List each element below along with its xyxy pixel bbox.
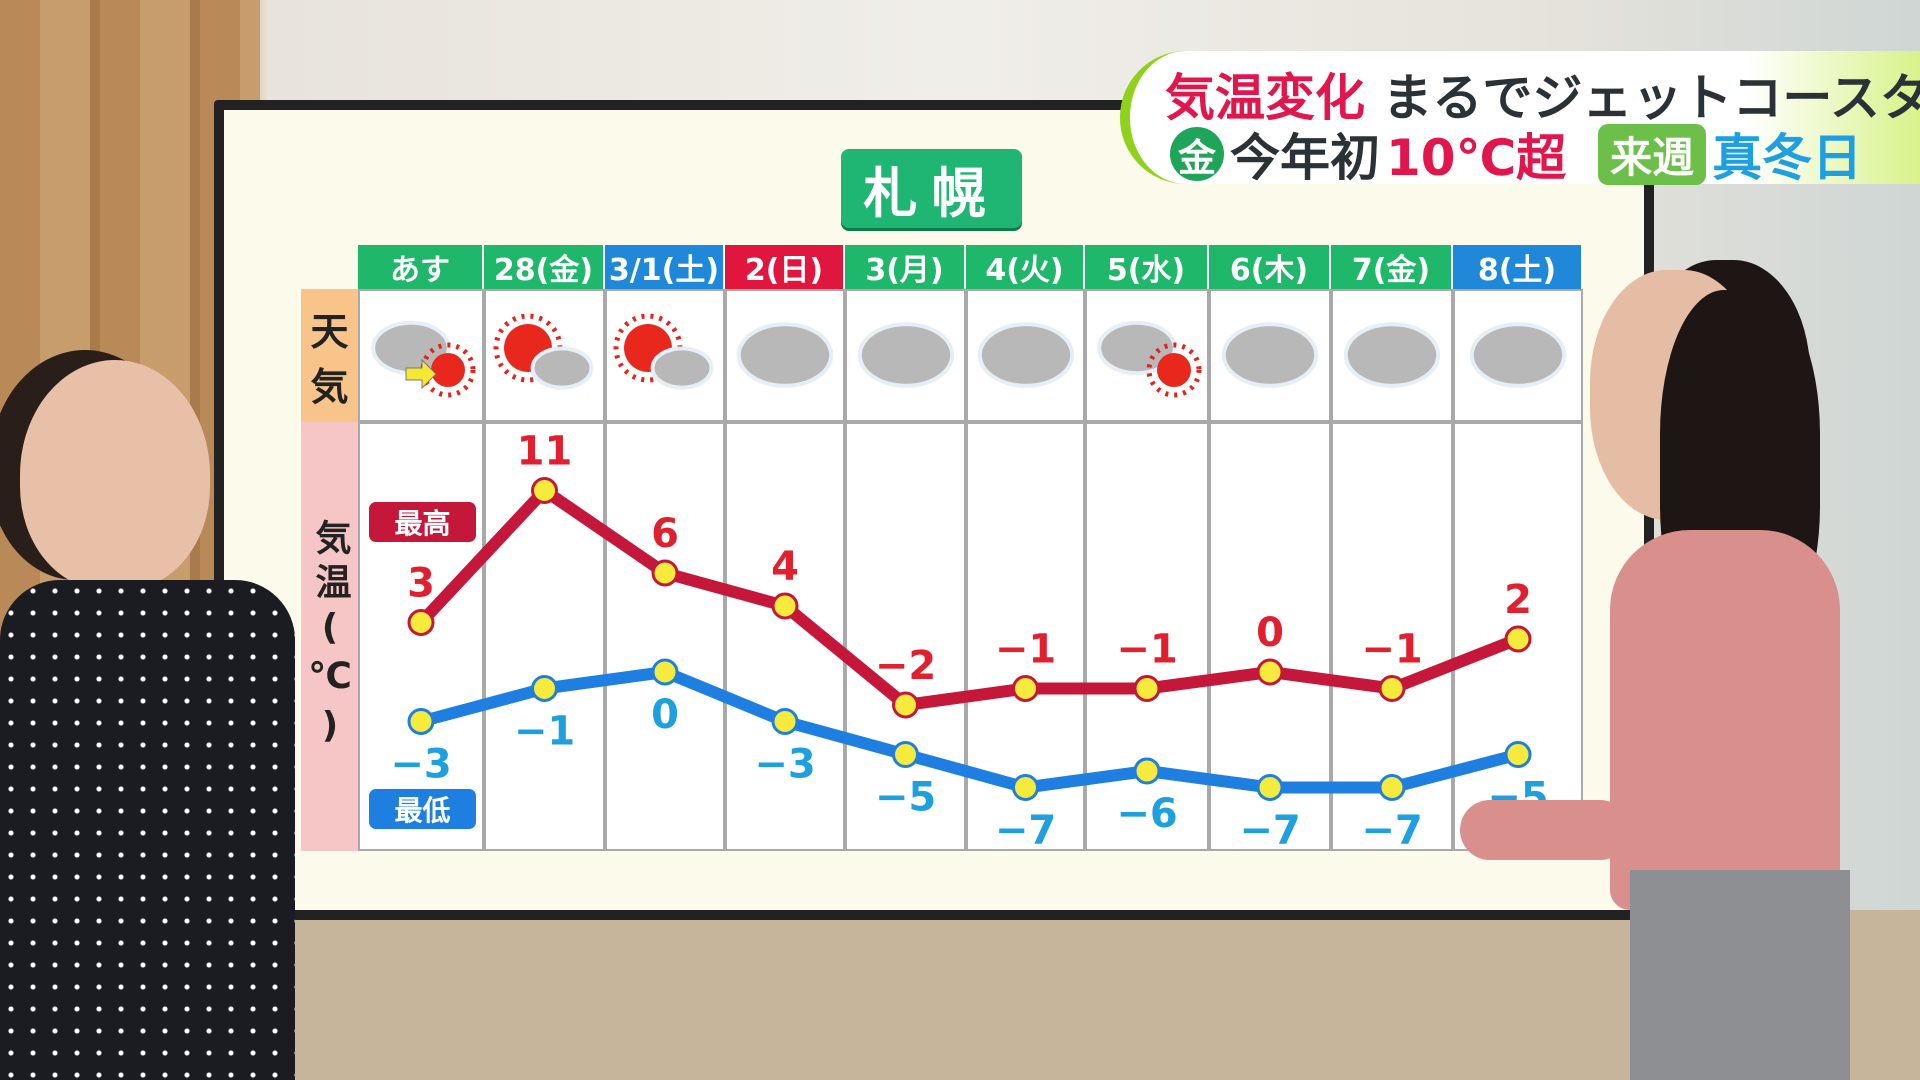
cloudy-icon	[1463, 310, 1573, 400]
high-temp-label: 3	[407, 561, 435, 607]
weather-row-label: 天 気	[301, 289, 358, 422]
day-header: 4(火)	[966, 245, 1085, 289]
low-temp-label: −6	[1116, 791, 1177, 837]
low-temp-line	[419, 666, 1520, 794]
temp-cell	[605, 422, 725, 851]
temp-cell	[845, 422, 966, 851]
low-temp-point	[531, 675, 558, 702]
low-temp-point	[1133, 757, 1161, 785]
weather-label-char: 気	[310, 364, 349, 409]
low-temp-label: −3	[390, 742, 451, 788]
low-temp-point	[1378, 774, 1406, 801]
low-temp-label: −7	[995, 808, 1056, 854]
sunny-then-cloudy-icon	[610, 310, 720, 400]
day-header: 8(土)	[1453, 245, 1583, 289]
high-temp-point	[531, 477, 558, 504]
sunny-then-cloudy-icon	[490, 310, 600, 400]
low-temp-point	[651, 658, 679, 686]
high-temp-point	[1504, 625, 1532, 653]
day-header: 3(月)	[845, 245, 966, 289]
high-temp-point	[407, 609, 435, 636]
low-temp-point	[1504, 741, 1532, 768]
high-temp-label: 2	[1504, 577, 1532, 623]
low-temp-label: −7	[1239, 808, 1300, 854]
low-temp-point	[892, 741, 919, 768]
high-temp-point	[771, 592, 799, 620]
studio-floor	[0, 910, 1920, 1080]
day-header: 7(金)	[1331, 245, 1453, 289]
low-temp-point	[1256, 774, 1284, 801]
cloudy-icon	[1337, 310, 1447, 400]
legend-low: 最低	[369, 789, 476, 829]
low-temp-label: −5	[875, 775, 936, 821]
temp-cell	[358, 422, 484, 851]
cloudy-icon	[1215, 310, 1325, 400]
high-temp-label: 4	[771, 544, 799, 590]
low-temp-label: −1	[514, 709, 575, 755]
high-temp-label: −1	[1361, 627, 1422, 673]
high-temp-point	[892, 691, 919, 719]
low-temp-label: 0	[651, 692, 679, 738]
next-week-badge: 来週	[1598, 123, 1707, 185]
cloudy-then-sunny-icon	[1092, 310, 1202, 400]
caption-highlight-blue: 真冬日	[1712, 129, 1863, 187]
caption-text: 今年初	[1230, 129, 1380, 187]
day-header: あす	[358, 245, 484, 289]
day-header: 28(金)	[484, 245, 605, 289]
city-title: 札幌	[841, 149, 1022, 228]
high-temp-label: 6	[651, 511, 679, 557]
caption-line-1: 気温変化 まるでジェットコースター	[1165, 58, 1920, 130]
day-header: 2(日)	[725, 245, 845, 289]
cloudy-icon	[971, 310, 1081, 400]
high-temp-point	[1378, 675, 1406, 702]
high-temp-point	[1256, 658, 1284, 686]
low-temp-point	[771, 708, 799, 735]
caption-highlight: 10℃超	[1386, 129, 1567, 187]
high-temp-point	[651, 559, 679, 587]
high-temp-label: −1	[1116, 627, 1177, 673]
high-temp-label: −1	[995, 627, 1056, 673]
low-temp-point	[1012, 774, 1039, 801]
day-header: 3/1(土)	[605, 245, 725, 289]
day-header: 5(水)	[1085, 245, 1209, 289]
friday-badge: 金	[1170, 127, 1224, 181]
high-temp-point	[1012, 675, 1039, 702]
high-temp-label: 0	[1256, 610, 1284, 656]
weather-label-char: 天	[310, 309, 349, 354]
cloudy-icon	[730, 310, 840, 400]
cloudy-then-sunny-icon	[366, 310, 476, 400]
cloudy-icon	[851, 310, 961, 400]
high-temp-label: 11	[517, 429, 573, 475]
day-header: 6(木)	[1209, 245, 1331, 289]
temp-row-label: 気 温 (℃)	[301, 422, 358, 851]
y-axis-label: 気温(℃)	[309, 519, 351, 754]
low-temp-label: −3	[754, 742, 815, 788]
caption-headline: まるでジェットコースター	[1382, 69, 1920, 127]
news-caption-banner	[1120, 51, 1920, 184]
presenter-right	[1460, 270, 1890, 1080]
low-temp-point	[407, 708, 435, 735]
presenter-left	[0, 360, 300, 1080]
caption-topic: 気温変化	[1165, 69, 1365, 127]
legend-high: 最高	[369, 502, 476, 542]
caption-line-2: 金 今年初 10℃超 来週 真冬日	[1170, 118, 1862, 190]
high-temp-label: −2	[875, 643, 936, 689]
low-temp-label: −7	[1361, 808, 1422, 854]
high-temp-line	[416, 484, 1521, 711]
high-temp-point	[1133, 675, 1161, 702]
